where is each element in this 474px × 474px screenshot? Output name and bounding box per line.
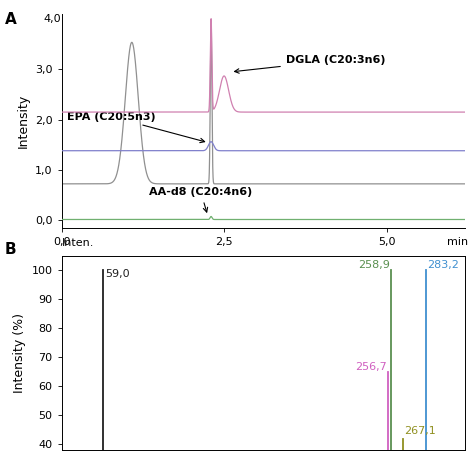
Text: 4,0: 4,0 (43, 14, 61, 24)
Text: 283,2: 283,2 (428, 260, 459, 271)
Y-axis label: Intensity (%): Intensity (%) (13, 313, 26, 393)
Text: Inten.: Inten. (62, 238, 94, 248)
Text: B: B (5, 242, 17, 257)
Text: 59,0: 59,0 (105, 269, 129, 279)
Text: EPA (C20:5n3): EPA (C20:5n3) (67, 111, 205, 143)
Text: 267,1: 267,1 (404, 426, 436, 436)
Text: A: A (5, 12, 17, 27)
Y-axis label: Intensity: Intensity (17, 94, 29, 148)
Text: min: min (447, 237, 468, 246)
Text: AA-d8 (C20:4n6): AA-d8 (C20:4n6) (149, 187, 253, 212)
Text: DGLA (C20:3n6): DGLA (C20:3n6) (235, 55, 385, 73)
Text: 258,9: 258,9 (358, 260, 390, 271)
Text: 256,7: 256,7 (355, 362, 386, 372)
